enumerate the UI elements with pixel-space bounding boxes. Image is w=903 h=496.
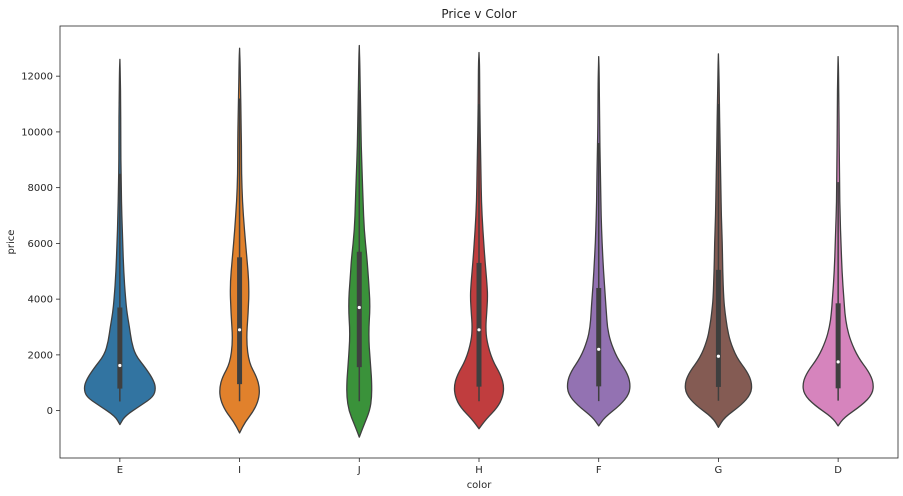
y-tick-label: 6000	[28, 239, 53, 250]
y-axis-label: price	[6, 230, 17, 255]
y-tick-label: 8000	[28, 183, 53, 194]
violin-median-dot	[357, 305, 361, 310]
violin-iqr-box	[237, 257, 243, 385]
x-axis-label: color	[467, 480, 493, 491]
violin-iqr-box	[356, 251, 362, 368]
chart-title: Price v Color	[441, 7, 516, 21]
y-axis: 0 2000 4000 6000 8000 10000 12000	[21, 72, 60, 417]
violin-median-dot	[237, 328, 242, 332]
y-tick-label: 4000	[28, 295, 53, 306]
x-tick-label: J	[357, 465, 361, 476]
violins-layer	[83, 44, 874, 438]
violin-median-dot	[477, 328, 481, 332]
x-tick-label: I	[238, 465, 241, 476]
violin-median-dot	[716, 354, 721, 358]
x-tick-label: G	[715, 465, 723, 476]
y-tick-label: 10000	[21, 127, 53, 138]
violin-median-dot	[836, 360, 840, 364]
violin-iqr-box	[476, 262, 482, 387]
y-tick-label: 12000	[21, 72, 53, 83]
violin-median-dot	[118, 363, 122, 368]
violin-iqr-box	[835, 303, 841, 389]
x-tick-label: E	[117, 465, 123, 476]
x-tick-label: D	[834, 465, 842, 476]
violin-iqr-box	[117, 307, 123, 389]
x-tick-label: H	[475, 465, 483, 476]
violin-iqr-box	[715, 269, 721, 387]
violin-median-dot	[597, 347, 601, 351]
y-tick-label: 0	[47, 406, 53, 417]
x-tick-label: F	[596, 465, 602, 476]
y-tick-label: 2000	[28, 350, 53, 361]
plot-frame	[59, 25, 899, 459]
violin-iqr-box	[596, 287, 602, 387]
